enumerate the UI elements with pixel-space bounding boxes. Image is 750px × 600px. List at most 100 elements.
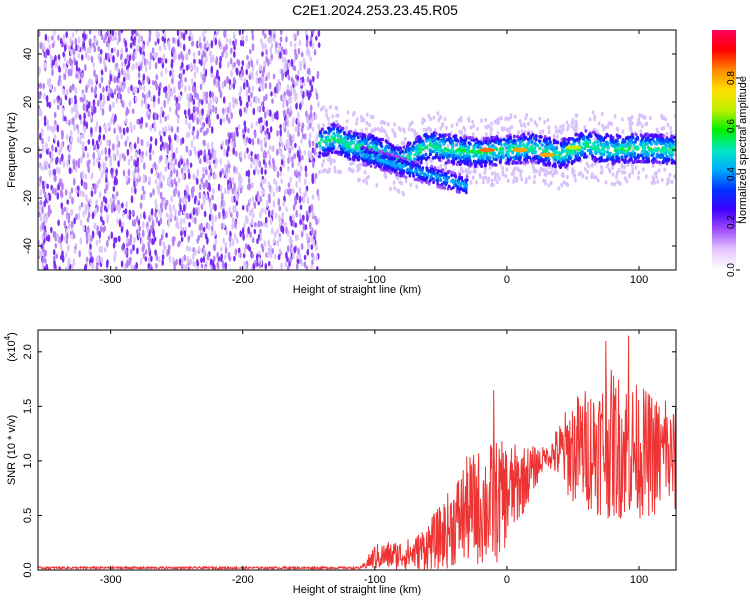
spectrogram-cell: [327, 121, 331, 126]
spectrogram-cell: [159, 202, 163, 209]
spectrogram-cell: [223, 79, 227, 87]
spectrogram-cell: [169, 70, 172, 77]
spectrogram-cell: [183, 230, 187, 238]
spectrogram-cell: [180, 167, 184, 174]
spectrogram-cell: [555, 170, 559, 175]
spectrogram-cell: [203, 42, 207, 51]
spectrogram-cell: [93, 69, 96, 78]
spectrogram-cell: [149, 136, 153, 142]
spectrogram-cell: [247, 226, 250, 235]
spectrogram-cell: [90, 127, 93, 134]
spectrogram-cell: [152, 79, 155, 86]
spectrogram-cell: [38, 162, 41, 168]
spectrogram-cell: [668, 172, 672, 178]
spectrogram-cell: [296, 75, 300, 81]
spectrogram-cell: [150, 96, 153, 103]
spectrogram-cell: [189, 162, 193, 168]
spectrogram-cell: [206, 40, 209, 48]
spectrogram-cell: [615, 155, 619, 159]
spectrogram-cell: [276, 148, 279, 156]
spectrogram-cell: [83, 118, 86, 127]
spectrogram-cell: [264, 151, 268, 159]
spectrogram-cell: [388, 142, 392, 146]
spectrogram-cell: [116, 65, 119, 72]
spectrogram-cell: [292, 213, 295, 221]
spectrogram-cell: [192, 172, 195, 181]
spectrogram-cell: [214, 37, 218, 46]
spectrogram-cell: [519, 161, 523, 165]
spectrogram-cell: [384, 139, 388, 143]
spectrogram-cell: [472, 123, 475, 129]
spectrogram-cell: [163, 86, 166, 93]
spectrogram-cell: [115, 97, 119, 104]
spectrogram-cell: [306, 248, 310, 256]
spectrogram-cell: [320, 137, 323, 142]
spectrogram-cell: [296, 149, 300, 158]
spectrogram-cell: [615, 170, 619, 176]
spectrogram-cell: [409, 151, 413, 156]
spectrogram-cell: [607, 167, 611, 172]
spectrogram-cell: [102, 134, 106, 141]
spectrogram-cell: [105, 172, 108, 179]
spectrogram-cell: [516, 166, 520, 172]
spectrogram-cell: [245, 214, 248, 223]
spectrogram-cell: [269, 126, 273, 133]
spectrogram-cell: [154, 80, 157, 88]
spectrogram-cell: [149, 192, 153, 198]
spectrogram-cell: [279, 30, 283, 36]
spectrogram-cell: [79, 219, 83, 227]
spectrogram-cell: [150, 255, 153, 262]
spectrogram-cell: [88, 46, 92, 54]
spectrogram-cell: [291, 161, 295, 169]
spectrogram-cell: [54, 243, 58, 249]
spectrogram-cell: [202, 182, 206, 190]
spectrogram-cell: [300, 230, 304, 238]
spectrogram-cell: [280, 178, 284, 184]
spectrogram-cell: [439, 163, 443, 169]
spectrogram-cell: [309, 79, 312, 87]
spectrogram-cell: [515, 178, 518, 184]
spectrogram-cell: [251, 85, 255, 92]
spectrogram-cell: [323, 168, 327, 173]
spectrogram-cell: [41, 206, 44, 215]
spectrogram-cell: [88, 233, 91, 241]
spectrogram-cell: [202, 31, 205, 38]
spectrogram-cell: [79, 139, 82, 145]
spectrogram-cell: [157, 31, 161, 39]
spectrogram-cell: [573, 157, 577, 162]
spectrogram-cell: [208, 213, 212, 222]
spectrogram-cell: [312, 30, 315, 34]
spectrogram-cell: [205, 193, 208, 201]
spectrogram-cell: [430, 158, 433, 164]
spectrogram-cell: [204, 30, 208, 35]
spectrogram-cell: [287, 74, 291, 81]
spectrogram-cell: [39, 175, 42, 183]
spectrogram-cell: [310, 263, 314, 270]
spectrogram-cell: [515, 144, 519, 149]
spectrogram-cell: [193, 71, 197, 79]
spectrogram-cell: [93, 88, 97, 96]
spectrogram-cell: [69, 59, 73, 66]
spectrogram-cell: [218, 211, 221, 220]
spectrogram-cell: [214, 215, 218, 223]
spectrogram-cell: [43, 229, 46, 238]
spectrogram-cell: [178, 258, 182, 266]
spectrogram-cell: [533, 120, 537, 125]
spectrogram-cell: [155, 164, 159, 171]
spectrogram-cell: [159, 210, 162, 219]
spectrogram-cell: [102, 86, 105, 93]
spectrogram-cell: [485, 156, 489, 160]
spectrogram-cell: [527, 132, 531, 136]
spectrogram-cell: [237, 185, 240, 192]
spectrogram-cell: [352, 160, 355, 165]
spectrogram-cell: [154, 211, 157, 218]
spectrogram-cell: [160, 70, 163, 78]
spectrogram-cell: [293, 152, 297, 159]
spectrogram-cell: [529, 117, 533, 123]
spectrogram-cell: [574, 177, 577, 183]
spectrogram-cell: [294, 48, 297, 56]
spectrogram-cell: [262, 77, 265, 85]
spectrogram-cell: [163, 99, 166, 108]
spectrogram-cell: [220, 246, 223, 253]
spectrogram-cell: [615, 142, 618, 146]
